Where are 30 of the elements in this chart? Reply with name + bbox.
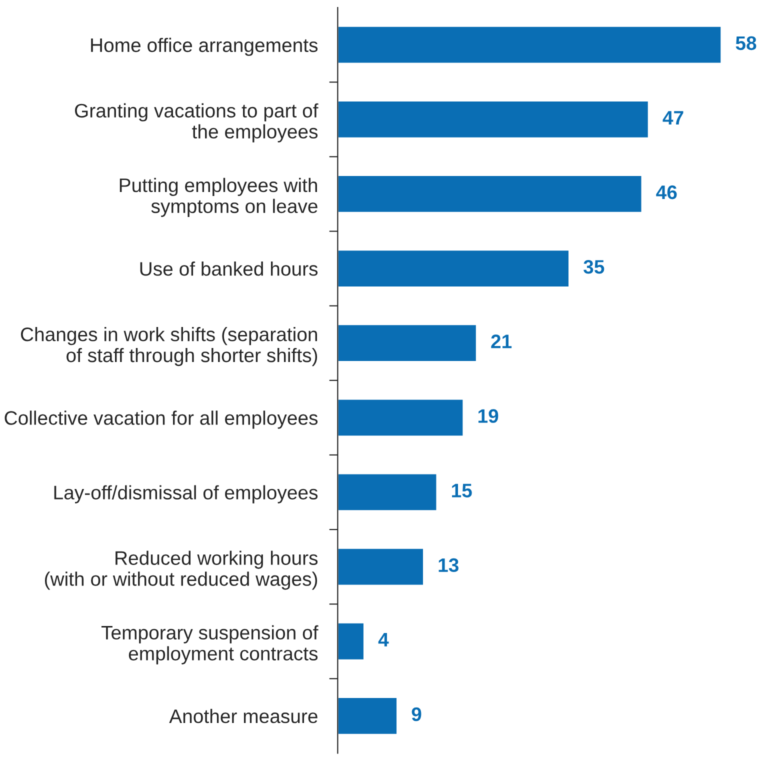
- y-tick-label: Another measure: [169, 708, 318, 724]
- bar: [338, 622, 365, 661]
- bar: [338, 324, 478, 362]
- data-label: 35: [584, 260, 604, 274]
- data-label: 9: [412, 707, 422, 722]
- data-label: 15: [452, 484, 472, 498]
- data-label: 46: [656, 185, 677, 200]
- y-tick-label: Lay-off/dismissal of employees: [54, 485, 318, 504]
- data-label: 21: [491, 334, 512, 348]
- bar: [338, 472, 438, 512]
- bar: [338, 547, 424, 586]
- bar: [338, 100, 650, 139]
- bar: [338, 249, 570, 288]
- data-label: 47: [662, 111, 684, 124]
- bar: [338, 26, 722, 64]
- y-tick-label: Reduced working hours (with or without reduced wages): [44, 550, 318, 590]
- data-label: 19: [478, 409, 498, 423]
- y-tick-label: Use of banked hours: [140, 262, 318, 276]
- data-label: 58: [736, 36, 756, 50]
- y-tick-label: Collective vacation for all employees: [4, 410, 318, 429]
- y-tick-label: Granting vacations to part of the employees: [74, 103, 318, 142]
- data-label: 13: [438, 558, 458, 572]
- bar: [338, 696, 398, 736]
- data-label: 4: [378, 633, 389, 646]
- y-tick-label: Temporary suspension of employment contracts: [101, 625, 318, 664]
- bar: [338, 398, 464, 438]
- y-tick-label: Home office arrangements: [91, 38, 318, 56]
- y-tick-label: Putting employees with symptoms on leave: [120, 178, 318, 217]
- y-tick-label: Changes in work shifts (separation of staff through shorter shifts): [20, 327, 318, 366]
- bar: [338, 174, 643, 214]
